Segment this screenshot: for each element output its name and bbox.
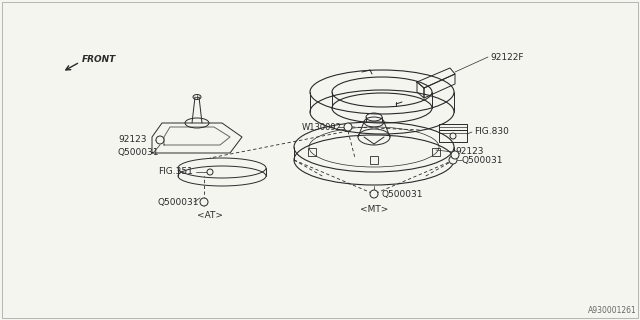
Circle shape xyxy=(449,156,457,164)
Text: Q500031: Q500031 xyxy=(158,197,200,206)
Text: 92123: 92123 xyxy=(455,148,483,156)
Circle shape xyxy=(344,123,352,131)
Bar xyxy=(432,148,440,156)
Text: <AT>: <AT> xyxy=(197,211,223,220)
Text: FIG.830: FIG.830 xyxy=(474,127,509,137)
Circle shape xyxy=(156,136,164,144)
Circle shape xyxy=(451,151,459,159)
Text: Q500031: Q500031 xyxy=(462,156,504,164)
Circle shape xyxy=(207,169,213,175)
Text: W130092: W130092 xyxy=(302,123,342,132)
Text: <MT>: <MT> xyxy=(360,205,388,214)
Circle shape xyxy=(200,198,208,206)
Circle shape xyxy=(370,190,378,198)
Circle shape xyxy=(450,133,456,139)
Bar xyxy=(370,156,378,164)
Text: A930001261: A930001261 xyxy=(588,306,637,315)
Text: Q500031: Q500031 xyxy=(382,189,424,198)
Bar xyxy=(308,148,316,156)
Text: 92123: 92123 xyxy=(118,135,147,145)
Text: 92122F: 92122F xyxy=(490,52,524,61)
Text: FIG.351: FIG.351 xyxy=(158,167,193,177)
Text: FRONT: FRONT xyxy=(82,55,116,65)
Text: Q500031: Q500031 xyxy=(118,148,159,157)
